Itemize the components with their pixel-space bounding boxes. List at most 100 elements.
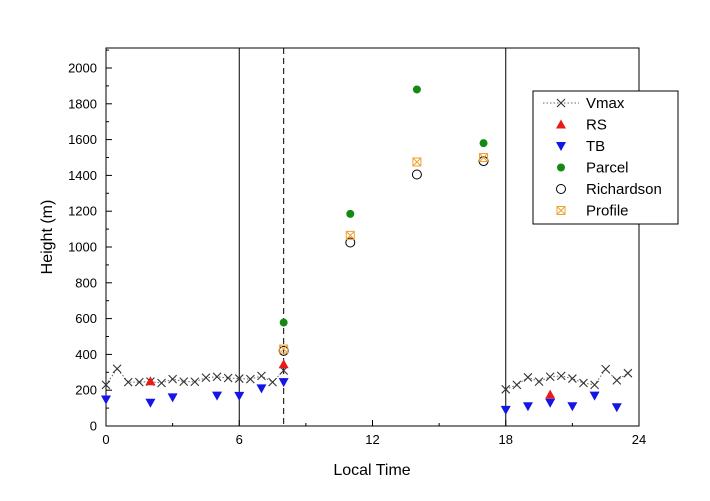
legend-item-vmax-marker-glyph	[556, 98, 566, 108]
series-vmax-point	[623, 368, 633, 378]
y-tick-label: 0	[90, 419, 97, 434]
x-tick-label: 12	[365, 432, 379, 447]
series-vmax-point-glyph	[556, 371, 566, 381]
series-vmax-point-glyph	[179, 377, 189, 386]
series-tb-point	[145, 398, 156, 408]
series-tb-point-glyph	[278, 378, 289, 388]
series-tb-point-glyph	[567, 402, 578, 412]
data-marks	[101, 85, 633, 415]
series-rs-point-glyph	[545, 389, 556, 399]
series-vmax-point	[512, 380, 522, 390]
series-profile-point-glyph-cross	[479, 153, 488, 162]
series-vmax-point-glyph	[601, 364, 611, 374]
series-tb-point-glyph	[500, 405, 511, 415]
series-vmax-point	[590, 380, 599, 390]
series-parcel-point	[279, 318, 288, 327]
legend-item-profile-marker-glyph-box	[556, 206, 566, 215]
series-profile-point-glyph-box	[279, 344, 289, 354]
series-tb-point	[522, 402, 533, 412]
y-tick-label: 1400	[68, 168, 97, 183]
series-vmax-point-glyph	[257, 371, 266, 381]
series-profile-point-glyph-box	[479, 153, 489, 162]
series-vmax-point	[556, 371, 566, 381]
series-parcel-point-glyph	[479, 139, 488, 148]
legend-item-richardson-marker	[556, 184, 566, 194]
series-vmax-point	[123, 377, 133, 387]
series-tb-point	[545, 398, 556, 408]
series-profile-point-glyph-box	[412, 157, 422, 167]
series-profile-point-glyph-box	[345, 230, 355, 240]
series-tb-point	[589, 391, 600, 401]
legend: Vmax RS TB Parcel Richardson Profile	[532, 90, 679, 225]
series-vmax-point-glyph	[212, 372, 222, 382]
series-vmax-line	[105, 367, 285, 386]
series-tb-point	[567, 402, 578, 412]
series-vmax-point	[501, 384, 511, 394]
series-vmax-point	[101, 380, 111, 390]
series-vmax-point	[579, 378, 588, 388]
legend-item-profile-marker	[556, 206, 566, 215]
series-parcel-point	[346, 209, 355, 218]
legend-item-parcel-marker	[557, 163, 565, 172]
series-vmax-point	[523, 372, 533, 382]
series-vmax-point	[534, 377, 544, 386]
legend-item-parcel-label: Parcel	[586, 160, 629, 177]
series-vmax-point-glyph	[101, 380, 111, 390]
series-parcel-point-glyph	[279, 318, 288, 327]
y-tick-label: 1000	[68, 240, 97, 255]
series-tb-point	[101, 395, 111, 405]
series-profile-point	[345, 230, 355, 240]
series-tb	[101, 378, 622, 415]
series-richardson-point-glyph	[411, 169, 422, 180]
series-vmax-point	[134, 377, 144, 387]
series-vmax-point-glyph	[623, 368, 633, 378]
series-vmax-point-glyph	[268, 377, 277, 387]
series-profile	[279, 153, 489, 354]
series-vmax-point-glyph	[501, 384, 511, 394]
series-vmax-point	[179, 377, 189, 386]
series-tb-point-glyph	[589, 391, 600, 401]
series-vmax-point-glyph	[234, 374, 244, 383]
series-tb-point	[212, 391, 223, 401]
series-vmax-point	[212, 372, 222, 382]
series-rs	[145, 359, 556, 399]
series-rs-point-glyph	[145, 376, 156, 386]
series-vmax-point	[201, 373, 211, 383]
y-axis-title: Height (m)	[39, 200, 56, 275]
series-profile-point	[412, 157, 422, 167]
series-vmax-point-glyph	[567, 374, 577, 383]
series-tb-point-glyph	[101, 395, 111, 405]
series-vmax-point	[257, 371, 266, 381]
series-vmax-point-glyph	[201, 373, 211, 383]
series-profile-point-glyph-cross	[412, 157, 422, 167]
series-richardson-point	[411, 169, 422, 180]
y-tick-label: 200	[75, 383, 97, 398]
x-tick-label: 18	[499, 432, 513, 447]
y-tick-label: 1800	[68, 96, 97, 111]
legend-item-tb-marker	[556, 142, 566, 151]
y-tick-label: 400	[75, 347, 97, 362]
series-vmax-point-glyph	[123, 377, 133, 387]
series-tb-point-glyph	[145, 398, 156, 408]
series-tb-point	[500, 405, 511, 415]
legend-item-rs-marker	[556, 119, 566, 129]
series-vmax-point	[157, 378, 166, 388]
series-tb-point-glyph	[611, 403, 622, 413]
series-vmax-point	[190, 377, 200, 387]
series-vmax-point	[545, 372, 555, 382]
y-tick-label: 2000	[68, 61, 97, 76]
series-profile-point	[279, 344, 289, 354]
legend-item-parcel-marker-glyph	[557, 163, 565, 172]
legend-item-profile-label: Profile	[586, 203, 629, 220]
series-vmax-point	[234, 374, 244, 383]
x-axis-title: Local Time	[333, 462, 410, 479]
series-richardson-point	[345, 237, 356, 248]
series-vmax-point	[567, 374, 577, 383]
legend-item-richardson-marker-glyph	[556, 184, 566, 194]
series-richardson-point-glyph	[345, 237, 356, 248]
x-tick-label: 24	[632, 432, 646, 447]
series-tb-point-glyph	[522, 402, 533, 412]
series-tb-point	[278, 378, 289, 388]
series-profile-point	[479, 153, 489, 162]
